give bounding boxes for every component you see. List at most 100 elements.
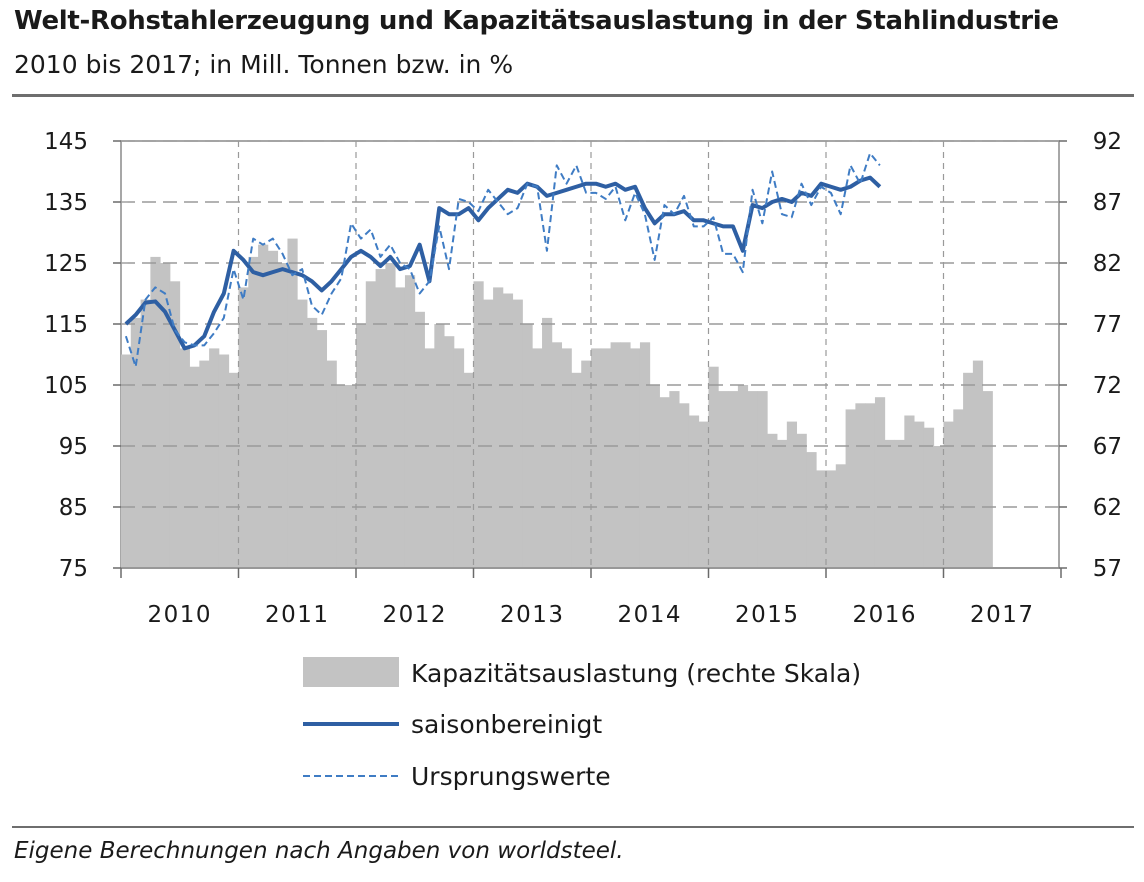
capacity-bar	[395, 287, 406, 568]
capacity-bar	[855, 403, 866, 568]
right-y-tick-label: 77	[1093, 312, 1122, 338]
capacity-bar	[375, 269, 386, 568]
capacity-bar	[826, 470, 837, 568]
capacity-bar	[620, 342, 631, 568]
capacity-bar	[591, 348, 602, 568]
capacity-bar	[248, 256, 259, 568]
legend-swatch-capacity	[303, 657, 399, 687]
capacity-bar	[228, 372, 239, 568]
right-y-tick-label: 57	[1093, 556, 1122, 582]
x-tick-label: 2017	[970, 602, 1035, 628]
capacity-bar	[424, 348, 435, 568]
capacity-bar	[777, 439, 788, 568]
capacity-bar	[669, 391, 680, 568]
capacity-bar	[130, 317, 141, 568]
capacity-bar	[972, 360, 984, 568]
capacity-bar	[444, 336, 455, 568]
capacity-bar	[737, 385, 749, 568]
legend: Kapazitätsauslastung (rechte Skala) saiso…	[303, 657, 861, 791]
capacity-bar	[160, 263, 171, 568]
capacity-bar	[267, 250, 279, 569]
capacity-bar	[453, 348, 465, 568]
capacity-bar	[365, 281, 376, 568]
legend-label: Ursprungswerte	[411, 762, 611, 791]
chart-title: Welt-Rohstahlerzeugung und Kapazitätsaus…	[14, 6, 1059, 36]
capacity-bar	[532, 348, 543, 568]
left-y-tick-label: 135	[44, 190, 88, 216]
capacity-bar	[649, 385, 660, 568]
seasonally-adjusted-line	[124, 175, 882, 351]
capacity-bar	[835, 464, 846, 568]
capacity-bar	[718, 391, 729, 568]
capacity-bar	[297, 299, 308, 568]
capacity-bar	[209, 348, 220, 568]
capacity-bar	[121, 354, 132, 568]
x-tick-label: 2014	[617, 602, 682, 628]
right-y-tick-label: 92	[1093, 129, 1122, 155]
source-note: Eigene Berechnungen nach Angaben von wor…	[14, 838, 624, 864]
capacity-bar	[346, 385, 357, 568]
capacity-bar	[914, 421, 925, 568]
capacity-bar	[639, 342, 651, 568]
chart-canvas: 2010 2011 2012 2013 2014 2015 2016 2017 145 135 12…	[44, 129, 1122, 791]
capacity-bar	[874, 397, 886, 568]
capacity-bar	[728, 391, 739, 568]
capacity-bar	[630, 348, 641, 568]
capacity-bar	[923, 427, 935, 568]
capacity-bar	[610, 342, 621, 568]
top-divider	[12, 94, 1134, 97]
right-y-tick-label: 62	[1093, 495, 1122, 521]
left-y-tick-label: 95	[59, 434, 88, 460]
capacity-bar	[865, 403, 876, 568]
capacity-bar	[894, 439, 905, 568]
left-y-tick-label: 85	[59, 495, 88, 521]
capacity-bar	[982, 391, 993, 568]
capacity-bar	[189, 366, 200, 568]
capacity-bar	[179, 348, 190, 568]
capacity-bar	[238, 287, 249, 568]
left-y-tick-label: 125	[44, 251, 88, 277]
right-y-tick-label: 67	[1093, 434, 1122, 460]
capacity-bar	[933, 446, 944, 568]
capacity-bar	[708, 366, 719, 568]
capacity-bar	[688, 415, 700, 568]
capacity-bar	[953, 409, 964, 568]
capacity-bar	[150, 256, 161, 568]
capacity-bar	[816, 470, 827, 568]
capacity-bar	[963, 372, 974, 568]
bottom-divider	[12, 826, 1134, 828]
capacity-bar	[600, 348, 611, 568]
capacity-bar	[385, 263, 396, 568]
capacity-bar	[845, 409, 856, 568]
capacity-bar	[904, 415, 915, 568]
x-tick-label: 2011	[265, 602, 330, 628]
capacity-bar	[747, 391, 758, 568]
capacity-bar	[561, 348, 572, 568]
legend-label: saisonbereinigt	[411, 710, 602, 739]
capacity-bar	[258, 244, 269, 568]
legend-label: Kapazitätsauslastung (rechte Skala)	[411, 659, 861, 688]
capacity-bar	[796, 433, 807, 568]
capacity-bar	[473, 281, 484, 568]
capacity-bar	[404, 275, 416, 568]
capacity-bar	[659, 397, 670, 568]
right-y-tick-label: 72	[1093, 373, 1122, 399]
capacity-bar	[169, 281, 181, 568]
x-tick-label: 2015	[735, 602, 800, 628]
right-y-tick-label: 87	[1093, 190, 1122, 216]
capacity-bar	[493, 287, 504, 568]
capacity-bar	[806, 452, 817, 568]
capacity-bar	[287, 238, 298, 568]
left-y-tick-label: 75	[59, 556, 88, 582]
capacity-bar	[414, 311, 425, 568]
capacity-bar	[218, 354, 230, 568]
capacity-bar	[757, 391, 768, 568]
capacity-bar	[316, 330, 328, 568]
capacity-bar	[336, 385, 347, 568]
line-series-group	[124, 152, 882, 368]
capacity-bar	[502, 293, 514, 568]
capacity-bar	[551, 342, 563, 568]
grid-lines	[121, 140, 1059, 568]
capacity-bar	[277, 263, 288, 568]
capacity-bar	[542, 317, 553, 568]
